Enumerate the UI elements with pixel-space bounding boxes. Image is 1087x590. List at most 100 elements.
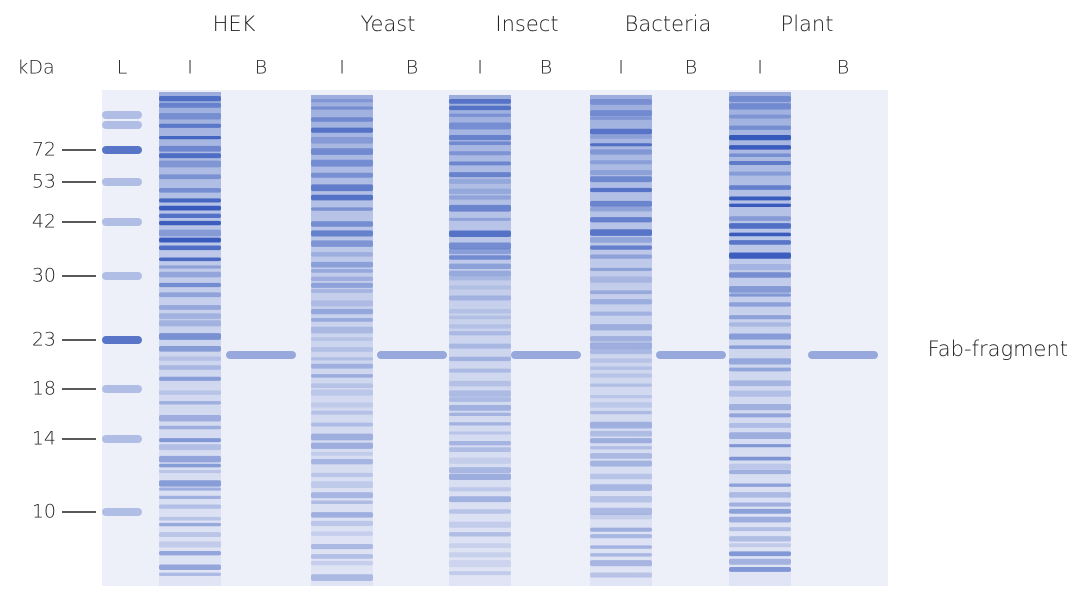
protein-band xyxy=(590,342,652,350)
protein-band xyxy=(449,248,511,255)
protein-band xyxy=(729,203,791,207)
protein-band xyxy=(729,492,791,498)
protein-band xyxy=(159,365,221,370)
protein-band xyxy=(311,410,373,415)
protein-band xyxy=(590,311,652,316)
protein-band xyxy=(159,438,221,443)
protein-band xyxy=(590,495,652,503)
protein-band xyxy=(590,299,652,305)
protein-band xyxy=(311,389,373,396)
protein-band xyxy=(590,560,652,567)
protein-band xyxy=(159,463,221,468)
protein-band xyxy=(449,122,511,130)
protein-band xyxy=(590,116,652,120)
lane-label: B xyxy=(685,57,697,79)
protein-band xyxy=(590,200,652,207)
protein-band xyxy=(590,572,652,578)
protein-band xyxy=(159,96,221,102)
protein-band xyxy=(159,455,221,463)
protein-band xyxy=(311,492,373,499)
protein-band xyxy=(590,366,652,371)
protein-band xyxy=(159,444,221,451)
protein-band xyxy=(590,267,652,271)
protein-band xyxy=(311,451,373,456)
protein-band xyxy=(729,153,791,157)
group-label: Bacteria xyxy=(625,12,712,36)
protein-band xyxy=(449,331,511,336)
protein-band xyxy=(449,105,511,111)
protein-band xyxy=(449,368,511,373)
protein-band xyxy=(449,276,511,281)
protein-band xyxy=(729,135,791,141)
protein-band xyxy=(729,114,791,119)
protein-band xyxy=(159,313,221,320)
protein-band xyxy=(729,413,791,418)
marker-label: 42 xyxy=(32,211,56,233)
protein-band xyxy=(159,257,221,262)
lane-smear xyxy=(311,95,373,586)
ladder-band xyxy=(102,178,142,186)
marker-label: 18 xyxy=(32,378,56,400)
protein-band xyxy=(729,558,791,565)
protein-band xyxy=(449,151,511,156)
protein-band xyxy=(311,194,373,201)
ladder-band xyxy=(102,146,142,154)
protein-band xyxy=(729,96,791,102)
protein-band xyxy=(449,255,511,260)
protein-band xyxy=(590,149,652,155)
protein-band xyxy=(159,237,221,243)
protein-band xyxy=(311,481,373,488)
protein-band xyxy=(159,123,221,128)
protein-band xyxy=(159,174,221,180)
protein-band xyxy=(159,271,221,278)
protein-band xyxy=(729,483,791,487)
protein-band xyxy=(590,383,652,387)
protein-band xyxy=(590,358,652,363)
protein-band xyxy=(449,412,511,417)
protein-band xyxy=(449,473,511,480)
protein-band xyxy=(311,326,373,334)
protein-band xyxy=(449,390,511,397)
protein-band xyxy=(729,315,791,320)
protein-band xyxy=(590,394,652,399)
protein-band xyxy=(449,178,511,184)
protein-band xyxy=(311,207,373,211)
protein-band xyxy=(159,229,221,237)
protein-band xyxy=(729,196,791,201)
protein-band xyxy=(159,220,221,226)
protein-band xyxy=(590,421,652,429)
group-label: Yeast xyxy=(360,12,415,36)
protein-band xyxy=(729,566,791,572)
protein-band xyxy=(159,198,221,203)
lane-label: B xyxy=(406,57,418,79)
protein-band xyxy=(729,463,791,470)
protein-band xyxy=(729,543,791,548)
protein-band xyxy=(449,343,511,349)
protein-band xyxy=(159,265,221,269)
protein-band xyxy=(590,349,652,355)
protein-band xyxy=(729,536,791,542)
ladder-band xyxy=(102,121,142,129)
protein-band xyxy=(590,207,652,212)
protein-band xyxy=(311,136,373,144)
protein-band xyxy=(449,571,511,576)
protein-band xyxy=(449,521,511,528)
group-label: Insect xyxy=(495,12,558,36)
protein-band xyxy=(159,292,221,298)
protein-band xyxy=(729,252,791,259)
protein-band xyxy=(729,285,791,293)
protein-band xyxy=(159,245,221,251)
protein-band xyxy=(449,467,511,474)
protein-band xyxy=(311,318,373,322)
lane-label: B xyxy=(255,57,267,79)
protein-band xyxy=(729,527,791,532)
protein-band xyxy=(590,254,652,259)
protein-band xyxy=(159,487,221,491)
protein-band xyxy=(311,512,373,518)
protein-band xyxy=(311,276,373,281)
protein-band xyxy=(590,160,652,165)
protein-band xyxy=(159,425,221,430)
lane-label: B xyxy=(540,57,552,79)
protein-band xyxy=(159,305,221,310)
protein-band xyxy=(729,232,791,237)
